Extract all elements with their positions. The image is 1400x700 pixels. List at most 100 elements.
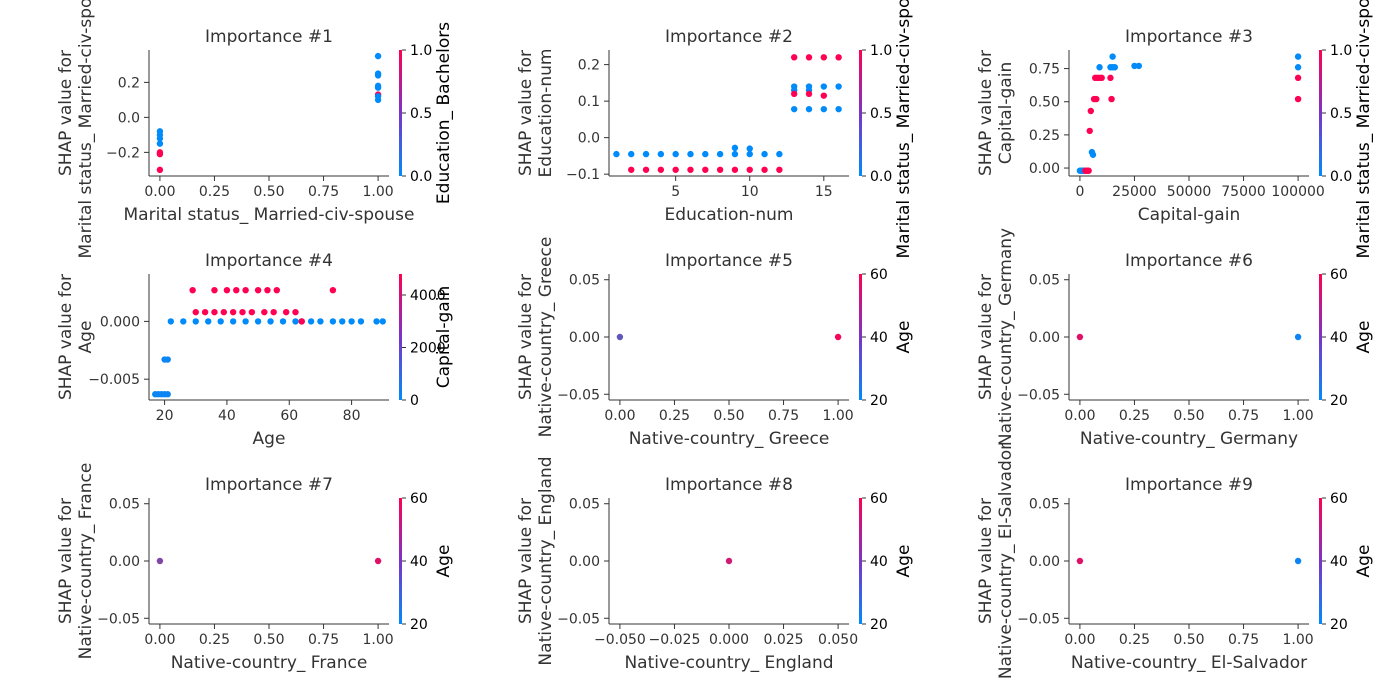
data-point xyxy=(716,150,724,158)
x-tick-label: 0.50 xyxy=(253,184,284,200)
data-point xyxy=(220,308,228,316)
colorbar-tick-label: 1.0 xyxy=(1330,43,1352,59)
data-point xyxy=(254,286,262,294)
data-point xyxy=(156,140,164,147)
y-tick-label: 0.75 xyxy=(1029,62,1060,78)
data-point xyxy=(205,318,212,325)
data-point xyxy=(156,150,164,158)
y-axis-label: SHAP value forNative-country_ Greece xyxy=(516,237,556,438)
data-point xyxy=(374,557,382,565)
data-point xyxy=(834,333,842,341)
x-tick-label: 0.75 xyxy=(308,184,339,200)
colorbar-tick-label: 20 xyxy=(410,617,428,633)
y-axis-label: SHAP value forNative-country_ Germany xyxy=(976,228,1016,446)
data-point xyxy=(223,286,231,294)
colorbar-tick-label: 60 xyxy=(870,491,888,507)
data-point xyxy=(254,318,262,325)
data-point xyxy=(1294,64,1302,71)
data-point xyxy=(835,83,842,90)
data-point xyxy=(374,84,382,91)
y-axis-label: SHAP value forAge xyxy=(56,274,96,400)
data-point xyxy=(1096,64,1103,71)
x-tick-label: 0.50 xyxy=(1173,408,1204,424)
colorbar-tick-label: 0.0 xyxy=(410,169,432,185)
data-point xyxy=(731,166,739,173)
y-axis-label-line: SHAP value for xyxy=(516,498,536,624)
data-point xyxy=(292,318,299,325)
data-point xyxy=(374,72,382,79)
x-tick-label: 0.00 xyxy=(1064,632,1095,648)
data-point xyxy=(379,318,386,325)
data-point xyxy=(307,318,315,325)
colorbar-tick-label: 40 xyxy=(410,554,428,570)
colorbar-tick-label: 4000 xyxy=(410,288,446,304)
x-tick-label: 0.025 xyxy=(763,632,803,648)
colorbar-tick-label: 0.5 xyxy=(410,106,432,122)
colorbar-tick-label: 0.5 xyxy=(1330,106,1352,122)
x-tick-label: 0.000 xyxy=(709,632,749,648)
data-point xyxy=(292,308,299,316)
subplot-title: Importance #7 xyxy=(205,475,333,495)
y-tick-label: 0.00 xyxy=(1029,161,1060,177)
data-point xyxy=(1109,53,1116,60)
x-tick-label: 0.75 xyxy=(308,632,339,648)
x-tick-label: 1.00 xyxy=(1283,408,1314,424)
subplot-4: Importance #420 40 60 80−0.0050.000AgeSHAP … xyxy=(56,251,454,449)
colorbar xyxy=(399,274,402,400)
x-tick-label: 0.00 xyxy=(1064,408,1095,424)
y-tick-label: 0.05 xyxy=(109,497,140,513)
x-tick-label: 40 xyxy=(218,408,236,424)
x-tick-label: 60 xyxy=(280,408,298,424)
y-axis-label-line: Native-country_ England xyxy=(536,456,556,665)
colorbar-tick-label: 0.5 xyxy=(870,106,892,122)
x-tick-label: 1.00 xyxy=(363,632,394,648)
data-point xyxy=(374,52,382,60)
data-point xyxy=(1089,151,1097,158)
x-axis-label: Native-country_ France xyxy=(171,653,368,673)
data-point xyxy=(672,166,679,173)
y-tick-label: 0.05 xyxy=(569,273,600,289)
colorbar-label: Marital status_ Married-civ-spouse xyxy=(1354,0,1374,258)
data-point xyxy=(761,166,768,173)
y-axis-label-line: Native-country_ El-Salvador xyxy=(996,443,1016,679)
colorbar-label: Marital status_ Married-civ-spouse xyxy=(894,0,914,258)
x-tick-label: 75000 xyxy=(1221,184,1266,200)
data-point xyxy=(1135,62,1143,70)
y-axis-label: SHAP value forNative-country_ El-Salvado… xyxy=(976,443,1016,679)
data-point xyxy=(672,150,679,158)
data-point xyxy=(731,144,739,152)
x-tick-label: 0.75 xyxy=(768,408,799,424)
x-tick-label: 0.25 xyxy=(1119,632,1150,648)
colorbar-tick-label: 60 xyxy=(870,267,888,283)
x-axis-label: Marital status_ Married-civ-spouse xyxy=(124,205,415,225)
y-tick-label: −0.05 xyxy=(1017,387,1060,403)
data-point xyxy=(746,166,753,173)
data-point xyxy=(317,318,324,325)
colorbar-tick-label: 20 xyxy=(870,617,888,633)
y-tick-label: −0.05 xyxy=(97,611,140,627)
subplot-title: Importance #9 xyxy=(1125,475,1253,495)
data-point xyxy=(211,308,218,316)
data-point xyxy=(761,150,768,158)
y-axis-label-line: SHAP value for xyxy=(516,274,536,400)
y-axis-label-line: SHAP value for xyxy=(976,274,996,400)
data-point xyxy=(164,356,171,363)
data-point xyxy=(233,286,240,294)
data-point xyxy=(642,166,650,173)
data-point xyxy=(1085,167,1092,174)
colorbar-tick-label: 40 xyxy=(870,330,888,346)
data-point xyxy=(820,92,828,99)
data-point xyxy=(820,105,828,113)
data-point xyxy=(1076,333,1084,341)
data-point xyxy=(298,318,305,325)
colorbar-tick-label: 1.0 xyxy=(410,43,432,59)
x-tick-label: 0.25 xyxy=(199,632,230,648)
data-point xyxy=(1294,557,1302,565)
y-tick-label: 0.25 xyxy=(1029,128,1060,144)
subplot-1: Importance #1 0.00 0.25 0.50 0.75 1.00 −0.2 0.0… xyxy=(56,0,454,258)
x-axis-label: Native-country_ Germany xyxy=(1080,429,1298,449)
data-point xyxy=(164,391,171,398)
data-point xyxy=(1108,95,1115,103)
data-point xyxy=(1076,557,1084,565)
data-point xyxy=(156,135,164,142)
